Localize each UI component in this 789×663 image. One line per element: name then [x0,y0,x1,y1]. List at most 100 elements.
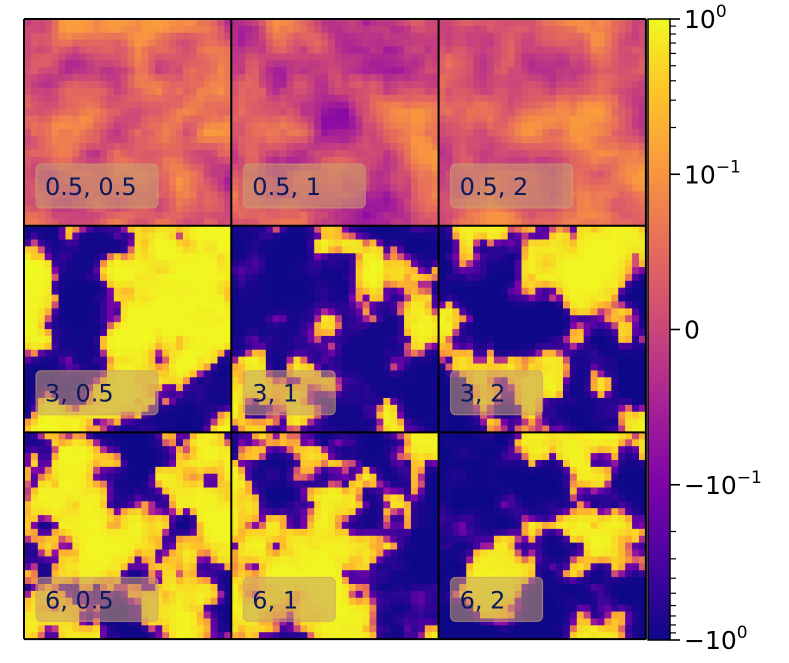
heatmap-cell [431,46,440,55]
heatmap-cell [169,322,177,330]
heatmap-cell [141,253,149,261]
heatmap-cell [148,253,156,261]
heatmap-cell [252,211,260,220]
heatmap-cell [431,184,440,192]
heatmap-cell [424,273,433,282]
heatmap-cell [362,129,371,137]
heatmap-cell [37,87,46,96]
heatmap-cell [590,156,599,165]
heatmap-cell [58,267,67,275]
heatmap-cell [182,156,191,165]
heatmap-cell [169,108,177,117]
heatmap-cell [58,335,67,344]
heatmap-cell [44,225,53,234]
heatmap-cell [182,418,191,427]
heatmap-cell [30,211,39,220]
heatmap-cell [148,19,156,27]
heatmap-cell [404,225,412,234]
heatmap-cell [86,19,94,27]
heatmap-cell [569,205,578,213]
heatmap-cell [383,122,391,130]
heatmap-cell [238,377,246,385]
heatmap-cell [176,60,184,68]
heatmap-cell [369,25,378,34]
heatmap-cell [431,308,440,316]
heatmap-cell [328,418,336,427]
heatmap-cell [417,377,426,385]
heatmap-cell [238,25,246,34]
heatmap-cell [383,342,391,351]
heatmap-cell [362,363,371,371]
heatmap-cell [148,218,156,227]
heatmap-cell [79,425,87,433]
heatmap-cell [176,191,184,199]
heatmap-cell [162,404,170,413]
heatmap-cell [542,246,550,254]
heatmap-cell [417,191,426,199]
heatmap-cell [562,39,571,48]
heatmap-cell [265,87,274,96]
heatmap-cell [210,404,219,413]
heatmap-cell [625,81,633,89]
heatmap-cell [521,156,530,165]
heatmap-cell [480,315,488,323]
heatmap-cell [383,246,391,254]
heatmap-cell [44,60,53,68]
heatmap-cell [252,349,260,358]
heatmap-cell [279,232,288,241]
heatmap-cell [390,39,398,48]
heatmap-cell [100,411,108,420]
heatmap-cell [300,205,308,213]
heatmap-cell [493,308,502,316]
heatmap-cell [44,418,53,427]
heatmap-cell [355,87,364,96]
heatmap-cell [438,377,447,385]
heatmap-cell [134,74,143,82]
heatmap-cell [507,129,516,137]
heatmap-cell [341,329,350,337]
heatmap-cell [410,246,419,254]
heatmap-cell [293,335,301,344]
heatmap-cell [24,418,32,427]
heatmap-cell [265,267,274,275]
heatmap-cell [189,391,198,399]
heatmap-cell [424,32,433,41]
heatmap-cell [321,335,329,344]
heatmap-cell [210,163,219,172]
heatmap-cell [293,101,301,110]
heatmap-cell [424,384,433,392]
heatmap-cell [445,273,454,282]
heatmap-cell [431,32,440,41]
heatmap-cell [141,342,149,351]
heatmap-cell [431,384,440,392]
heatmap-cell [51,25,60,34]
heatmap-cell [452,143,460,151]
heatmap-cell [348,156,357,165]
heatmap-cell [521,342,530,351]
heatmap-cell [120,46,129,55]
heatmap-cell [424,53,433,61]
heatmap-cell [542,136,550,144]
heatmap-cell [224,218,232,227]
heatmap-cell [321,301,329,309]
heatmap-cell [189,404,198,413]
heatmap-cell [258,53,267,61]
heatmap-cell [93,60,101,68]
heatmap-cell [314,39,322,48]
heatmap-cell [417,363,426,371]
heatmap-cell [369,170,378,179]
heatmap-cell [51,87,60,96]
heatmap-cell [182,301,191,309]
heatmap-cell [252,87,260,96]
heatmap-cell [127,87,136,96]
heatmap-cell [480,67,488,75]
heatmap-cell [148,225,156,234]
heatmap-cell [404,81,412,89]
heatmap-cell [390,53,398,61]
heatmap-cell [120,19,129,27]
heatmap-cell [362,32,371,41]
heatmap-cell [24,253,32,261]
heatmap-cell [493,232,502,241]
heatmap-cell [245,218,253,227]
heatmap-cell [466,32,474,41]
